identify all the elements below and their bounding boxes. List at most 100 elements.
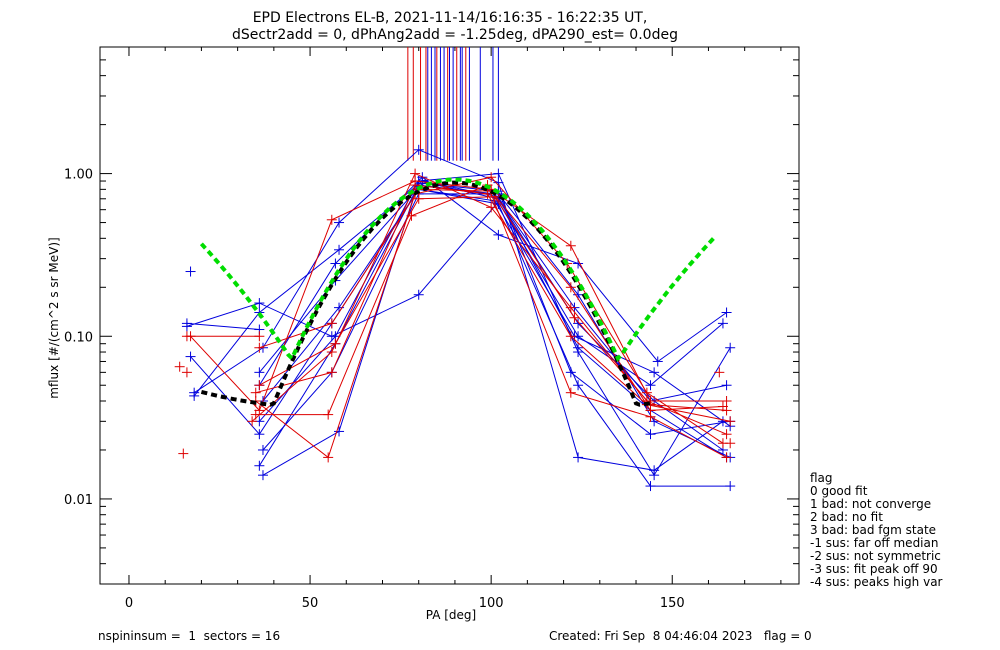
series-19-point-2 (413, 193, 424, 204)
series-1-point-6 (645, 380, 656, 391)
series-1-point-0 (181, 321, 192, 332)
series-15-point-1 (323, 452, 334, 463)
series-5-point-6 (721, 307, 732, 318)
legend-item-6: -3 sus: fit peak off 90 (810, 562, 938, 576)
series-4-point-2 (334, 244, 345, 255)
series-line-3 (193, 149, 724, 471)
series-18-point-2 (410, 168, 421, 179)
isolated-point-2 (178, 448, 189, 459)
series-5-point-3 (493, 229, 504, 240)
isolated-point-4 (725, 438, 736, 449)
series-line-2 (190, 188, 731, 487)
series-2-point-6 (645, 481, 656, 492)
series-10-point-0 (254, 367, 265, 378)
series-8-point-1 (334, 426, 345, 437)
series-line-9 (259, 180, 727, 422)
series-16-point-4 (565, 331, 576, 342)
legend-item-1: 1 bad: not converge (810, 497, 931, 511)
legend-item-7: -4 sus: peaks high var (810, 575, 943, 589)
series-16-point-6 (725, 416, 736, 427)
series-14-point-1 (323, 409, 334, 420)
series-5-point-1 (330, 258, 341, 269)
legend-heading: flag (810, 471, 833, 485)
series-line-4 (193, 180, 727, 458)
series-18-point-0 (247, 416, 258, 427)
series-line-15 (255, 176, 724, 459)
series-8-point-5 (649, 470, 660, 481)
series-3-point-2 (334, 217, 345, 228)
series-line-13 (190, 180, 727, 412)
series-15-point-3 (486, 172, 497, 183)
isolated-point-0 (174, 361, 185, 372)
series-14-point-6 (721, 452, 732, 463)
series-line-17 (259, 188, 723, 411)
x-tick-label-1: 50 (302, 596, 319, 611)
series-16-point-1 (326, 367, 337, 378)
series-19-point-0 (254, 380, 265, 391)
series-17-point-4 (565, 282, 576, 293)
legend-item-3: 3 bad: bad fgm state (810, 523, 936, 537)
y-tick-label-1: 0.10 (64, 330, 93, 345)
y-axis: 0.01 0.10 1.00 (64, 46, 799, 585)
legend-item-0: 0 good fit (810, 484, 868, 498)
series-19-point-6 (721, 405, 732, 416)
series-2-point-0 (185, 351, 196, 362)
plot-content (174, 47, 736, 492)
series-19-point-4 (569, 312, 580, 323)
legend-item-2: 2 bad: no fit (810, 510, 883, 524)
series-6-point-4 (573, 318, 584, 329)
footer-right: Created: Fri Sep 8 04:46:04 2023 flag = … (549, 629, 812, 643)
y-tick-label-0: 0.01 (64, 493, 93, 508)
series-line-10 (259, 182, 731, 435)
series-8-point-0 (257, 470, 268, 481)
series-13-point-5 (565, 240, 576, 251)
series-14-point-4 (565, 387, 576, 398)
plot-area (99, 46, 800, 585)
series-4-point-0 (189, 390, 200, 401)
series-13-point-7 (721, 395, 732, 406)
series-18-point-1 (326, 347, 337, 358)
series-11-point-5 (649, 367, 660, 378)
chart-title-line-1: EPD Electrons EL-B, 2021-11-14/16:16:35 … (253, 10, 648, 26)
x-tick-label-0: 0 (125, 596, 133, 611)
series-3-point-3 (413, 144, 424, 155)
series-2-point-1 (254, 429, 265, 440)
series-18-point-6 (721, 429, 732, 440)
legend-item-5: -2 sus: not symmetric (810, 549, 941, 563)
x-axis: 0 50 100 150 (125, 47, 782, 611)
series-line-11 (262, 188, 731, 427)
series-line-19 (259, 196, 727, 411)
isolated-point-5 (714, 367, 725, 378)
series-8-point-6 (725, 342, 736, 353)
x-axis-label: PA [deg] (426, 608, 476, 622)
fit-curve-green (199, 177, 718, 362)
fit-curve-black (200, 180, 651, 407)
series-8-point-4 (573, 347, 584, 358)
series-5-point-5 (652, 356, 663, 367)
series-12-point-1 (254, 331, 265, 342)
y-tick-label-2: 1.00 (64, 168, 93, 183)
isolated-point-3 (185, 266, 196, 277)
series-2-point-5 (573, 380, 584, 391)
footer-left: nspininsum = 1 sectors = 16 (98, 629, 280, 643)
series-10-point-4 (565, 367, 576, 378)
series-18-point-3 (486, 202, 497, 213)
chart-title-line-2: dSectr2add = 0, dPhAng2add = -1.25deg, d… (232, 27, 678, 43)
series-16-point-0 (250, 387, 261, 398)
series-line-14 (255, 184, 727, 458)
legend: flag 0 good fit 1 bad: not converge 2 ba… (810, 471, 943, 589)
series-line-1 (186, 201, 724, 386)
series-2-point-7 (725, 481, 736, 492)
series-8-point-3 (493, 168, 504, 179)
series-10-point-5 (645, 429, 656, 440)
series-1-point-1 (254, 298, 265, 309)
series-17-point-1 (326, 318, 337, 329)
x-tick-label-3: 150 (660, 596, 685, 611)
series-7-point-0 (257, 444, 268, 455)
isolated-point-1 (181, 367, 192, 378)
series-3-point-5 (573, 452, 584, 463)
series-13-point-2 (326, 214, 337, 225)
y-axis-label: mflux [#/(cm^2 s sr MeV)] (47, 237, 61, 398)
series-1-point-7 (717, 318, 728, 329)
